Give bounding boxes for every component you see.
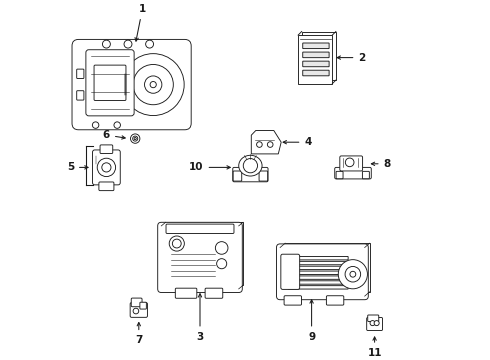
Circle shape [122, 54, 184, 116]
Circle shape [133, 308, 139, 314]
FancyBboxPatch shape [284, 296, 301, 305]
Circle shape [102, 163, 111, 172]
Circle shape [217, 259, 227, 269]
Text: 3: 3 [196, 294, 204, 342]
Circle shape [146, 40, 153, 48]
Circle shape [145, 76, 162, 93]
Circle shape [370, 320, 375, 325]
Circle shape [172, 239, 181, 248]
Circle shape [268, 142, 273, 147]
FancyBboxPatch shape [166, 224, 234, 234]
Ellipse shape [239, 155, 262, 176]
Circle shape [345, 266, 361, 282]
Circle shape [114, 122, 121, 129]
FancyBboxPatch shape [205, 288, 223, 298]
FancyBboxPatch shape [281, 254, 300, 289]
FancyBboxPatch shape [303, 43, 329, 49]
Circle shape [124, 40, 132, 48]
FancyBboxPatch shape [326, 296, 344, 305]
FancyBboxPatch shape [233, 167, 268, 182]
Circle shape [350, 271, 356, 277]
Circle shape [97, 158, 116, 176]
Circle shape [243, 158, 258, 173]
Polygon shape [285, 243, 370, 292]
FancyBboxPatch shape [130, 302, 147, 318]
Circle shape [150, 81, 156, 88]
FancyBboxPatch shape [303, 61, 329, 67]
Circle shape [130, 134, 140, 143]
FancyBboxPatch shape [288, 261, 348, 265]
Text: 2: 2 [337, 53, 366, 63]
Text: 11: 11 [368, 337, 382, 358]
FancyBboxPatch shape [99, 182, 114, 190]
Polygon shape [251, 131, 281, 154]
FancyBboxPatch shape [175, 288, 197, 298]
Text: 10: 10 [189, 162, 230, 172]
FancyBboxPatch shape [288, 285, 348, 289]
FancyBboxPatch shape [77, 91, 84, 100]
FancyBboxPatch shape [367, 318, 383, 330]
Polygon shape [302, 31, 336, 80]
Circle shape [345, 158, 354, 167]
FancyBboxPatch shape [94, 65, 126, 100]
FancyBboxPatch shape [72, 40, 191, 130]
FancyBboxPatch shape [131, 298, 142, 307]
Circle shape [102, 40, 110, 48]
FancyBboxPatch shape [363, 171, 369, 179]
Text: 5: 5 [67, 162, 88, 172]
Text: 6: 6 [103, 130, 125, 140]
FancyBboxPatch shape [100, 145, 113, 153]
Polygon shape [166, 222, 243, 285]
Circle shape [133, 64, 173, 105]
FancyBboxPatch shape [336, 171, 343, 179]
Circle shape [216, 242, 228, 254]
FancyBboxPatch shape [303, 52, 329, 58]
Circle shape [374, 320, 379, 325]
Circle shape [134, 138, 136, 140]
FancyBboxPatch shape [140, 302, 147, 309]
FancyBboxPatch shape [368, 315, 379, 321]
FancyBboxPatch shape [86, 50, 134, 116]
Text: 4: 4 [283, 137, 312, 147]
FancyBboxPatch shape [288, 266, 348, 270]
Polygon shape [298, 35, 332, 84]
FancyBboxPatch shape [288, 271, 348, 274]
FancyBboxPatch shape [340, 156, 363, 171]
Circle shape [257, 142, 262, 147]
FancyBboxPatch shape [288, 256, 348, 260]
FancyBboxPatch shape [77, 69, 84, 78]
FancyBboxPatch shape [288, 276, 348, 279]
FancyBboxPatch shape [276, 244, 368, 300]
Circle shape [133, 136, 138, 141]
Text: 8: 8 [371, 159, 391, 169]
Circle shape [92, 122, 99, 129]
FancyBboxPatch shape [158, 222, 242, 292]
Text: 1: 1 [135, 4, 146, 41]
Circle shape [338, 260, 368, 289]
FancyBboxPatch shape [259, 171, 268, 181]
Text: 9: 9 [308, 300, 315, 342]
Text: 7: 7 [135, 323, 143, 345]
FancyBboxPatch shape [233, 171, 242, 181]
FancyBboxPatch shape [303, 70, 329, 76]
FancyBboxPatch shape [288, 281, 348, 284]
FancyBboxPatch shape [335, 167, 371, 179]
FancyBboxPatch shape [93, 150, 120, 185]
Circle shape [169, 236, 184, 251]
